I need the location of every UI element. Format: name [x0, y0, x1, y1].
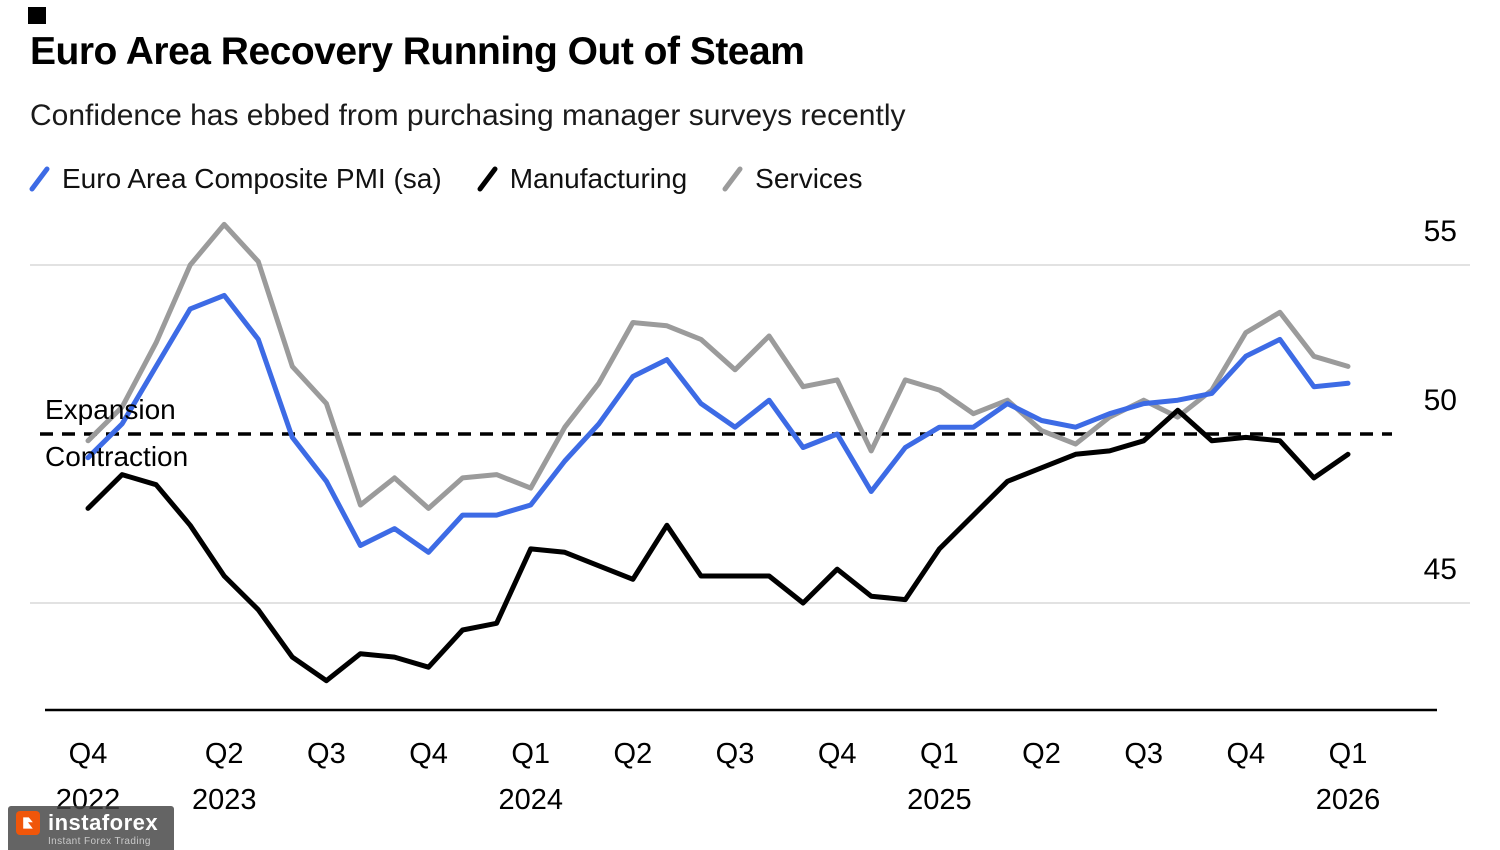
y-tick-label-45: 45 — [1424, 553, 1457, 586]
instaforex-watermark: instaforex Instant Forex Trading — [8, 806, 175, 850]
legend-item-euro-area-composite-pmi-sa: Euro Area Composite PMI (sa) — [28, 163, 442, 195]
series-line-manufacturing — [85, 407, 1351, 684]
x-tick-label: Q4 — [1226, 738, 1265, 770]
x-tick-label: Q3 — [716, 738, 755, 770]
x-tick-label: Q1 — [920, 738, 959, 770]
legend-slash-icon — [477, 166, 498, 192]
x-tick-label: Q2 — [1022, 738, 1061, 770]
x-tick-label: Q2 — [205, 738, 244, 770]
x-tick-label: Q3 — [1124, 738, 1163, 770]
x-tick-label: Q4 — [69, 738, 108, 770]
legend-slash-icon — [29, 166, 50, 192]
expansion-label: Expansion — [45, 394, 176, 425]
watermark-name: instaforex — [48, 810, 159, 835]
x-year-label: 2023 — [192, 784, 257, 816]
x-tick-label: Q4 — [409, 738, 448, 770]
series-line-services — [85, 221, 1351, 511]
y-tick-label-55: 55 — [1424, 215, 1457, 248]
legend-label: Manufacturing — [509, 163, 688, 194]
chart-title: Euro Area Recovery Running Out of Steam — [30, 30, 805, 73]
x-tick-label: Q1 — [511, 738, 550, 770]
x-year-label: 2026 — [1316, 784, 1381, 816]
x-tick-label: Q1 — [1329, 738, 1368, 770]
x-year-label: 2024 — [498, 784, 563, 816]
chart-subtitle: Confidence has ebbed from purchasing man… — [30, 99, 906, 132]
legend: Euro Area Composite PMI (sa) Manufacturin… — [28, 163, 863, 195]
contraction-label: Contraction — [45, 441, 189, 472]
legend-item-manufacturing: Manufacturing — [476, 163, 687, 195]
watermark-row: instaforex — [16, 811, 158, 835]
y-tick-label-50: 50 — [1424, 384, 1457, 417]
watermark-tagline: Instant Forex Trading — [48, 836, 151, 847]
x-tick-label: Q4 — [818, 738, 857, 770]
legend-slash-icon — [722, 166, 743, 192]
x-year-label: 2025 — [907, 784, 972, 816]
x-tick-label: Q2 — [614, 738, 653, 770]
series-line-euro-area-composite-pmi-sa — [85, 292, 1351, 555]
legend-item-services: Services — [721, 163, 863, 195]
instaforex-logo-icon — [16, 811, 40, 835]
corner-artifact — [28, 7, 46, 24]
x-tick-label: Q3 — [307, 738, 346, 770]
legend-label: Euro Area Composite PMI (sa) — [62, 163, 442, 194]
legend-label: Services — [755, 163, 863, 194]
